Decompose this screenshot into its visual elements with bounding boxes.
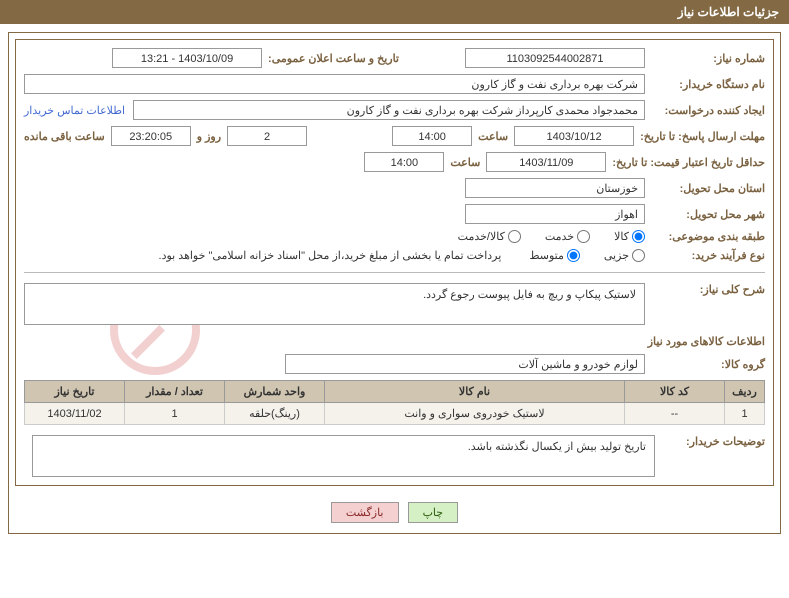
td-code: -- [625,403,725,425]
td-date: 1403/11/02 [25,403,125,425]
label-city: شهر محل تحویل: [645,208,765,221]
th-name: نام کالا [325,381,625,403]
field-announce: 1403/10/09 - 13:21 [112,48,262,68]
row-province: استان محل تحویل: خوزستان [24,178,765,198]
page-wrapper: AriaTender.net جزئیات اطلاعات نیاز شماره… [0,0,789,598]
radio-input-both[interactable] [508,230,521,243]
field-requester: محمدجواد محمدی کارپرداز شرکت بهره برداری… [133,100,645,120]
buyer-note-row: توضیحات خریدار: تاریخ تولید بیش از یکسال… [24,435,765,477]
field-goods-group: لوازم خودرو و ماشین آلات [285,354,645,374]
td-name: لاستیک خودروی سواری و وانت [325,403,625,425]
th-qty: تعداد / مقدار [125,381,225,403]
button-row: چاپ بازگشت [9,492,780,533]
th-row: ردیف [725,381,765,403]
label-desc: شرح کلی نیاز: [645,283,765,296]
print-button[interactable]: چاپ [408,502,459,523]
field-price-valid-date: 1403/11/09 [486,152,606,172]
row-category: طبقه بندی موضوعی: کالا خدمت کالا/خدمت [24,230,765,243]
row-buyer-org: نام دستگاه خریدار: شرکت بهره برداری نفت … [24,74,765,94]
label-goods-group: گروه کالا: [645,358,765,371]
label-hour-1: ساعت [472,130,514,143]
row-req-no: شماره نیاز: 1103092544002871 تاریخ و ساع… [24,48,765,68]
radio-input-medium[interactable] [567,249,580,262]
radio-group-process: جزیی متوسط [529,249,645,262]
radio-group-category: کالا خدمت کالا/خدمت [458,230,645,243]
process-note: پرداخت تمام یا بخشی از مبلغ خرید،از محل … [159,249,510,262]
goods-info-header: اطلاعات کالاهای مورد نیاز [24,335,765,348]
field-remaining-time: 23:20:05 [111,126,191,146]
td-unit: (رینگ)حلقه [225,403,325,425]
row-requester: ایجاد کننده درخواست: محمدجواد محمدی کارپ… [24,100,765,120]
label-price-valid: حداقل تاریخ اعتبار قیمت: تا تاریخ: [606,156,765,169]
label-province: استان محل تحویل: [645,182,765,195]
td-row: 1 [725,403,765,425]
table-header-row: ردیف کد کالا نام کالا واحد شمارش تعداد /… [25,381,765,403]
radio-input-service[interactable] [577,230,590,243]
field-buyer-org: شرکت بهره برداری نفت و گاز کارون [24,74,645,94]
radio-input-minor[interactable] [632,249,645,262]
th-code: کد کالا [625,381,725,403]
page-title: جزئیات اطلاعات نیاز [678,5,779,19]
td-qty: 1 [125,403,225,425]
field-city: اهواز [465,204,645,224]
content-panel: شماره نیاز: 1103092544002871 تاریخ و ساع… [15,39,774,486]
radio-process-minor[interactable]: جزیی [604,249,645,262]
table-row: 1 -- لاستیک خودروی سواری و وانت (رینگ)حل… [25,403,765,425]
radio-input-goods[interactable] [632,230,645,243]
row-city: شهر محل تحویل: اهواز [24,204,765,224]
field-remaining-days: 2 [227,126,307,146]
label-announce: تاریخ و ساعت اعلان عمومی: [262,52,405,65]
row-price-valid: حداقل تاریخ اعتبار قیمت: تا تاریخ: 1403/… [24,152,765,172]
label-hour-2: ساعت [444,156,486,169]
row-process: نوع فرآیند خرید: جزیی متوسط پرداخت تمام … [24,249,765,262]
label-day-and: روز و [191,130,227,143]
label-remaining: ساعت باقی مانده [24,130,111,143]
th-unit: واحد شمارش [225,381,325,403]
label-process: نوع فرآیند خرید: [645,249,765,262]
row-desc: شرح کلی نیاز: لاستیک پیکاپ و ریچ به فایل… [24,283,765,325]
goods-table: ردیف کد کالا نام کالا واحد شمارش تعداد /… [24,380,765,425]
field-buyer-notes: تاریخ تولید بیش از یکسال نگذشته باشد. [32,435,655,477]
radio-category-service[interactable]: خدمت [545,230,590,243]
field-price-valid-time: 14:00 [364,152,444,172]
field-deadline-date: 1403/10/12 [514,126,634,146]
radio-category-goods[interactable]: کالا [614,230,645,243]
label-buyer-notes: توضیحات خریدار: [655,435,765,448]
radio-category-both[interactable]: کالا/خدمت [458,230,521,243]
label-buyer-org: نام دستگاه خریدار: [645,78,765,91]
page-title-bar: جزئیات اطلاعات نیاز [0,0,789,24]
label-req-no: شماره نیاز: [645,52,765,65]
row-goods-group: گروه کالا: لوازم خودرو و ماشین آلات [24,354,765,374]
label-category: طبقه بندی موضوعی: [645,230,765,243]
contact-link[interactable]: اطلاعات تماس خریدار [24,104,125,117]
radio-process-medium[interactable]: متوسط [529,249,580,262]
field-deadline-time: 14:00 [392,126,472,146]
field-req-no: 1103092544002871 [465,48,645,68]
th-date: تاریخ نیاز [25,381,125,403]
outer-border: شماره نیاز: 1103092544002871 تاریخ و ساع… [8,32,781,534]
label-requester: ایجاد کننده درخواست: [645,104,765,117]
field-desc: لاستیک پیکاپ و ریچ به فایل پیوست رجوع گر… [24,283,645,325]
field-province: خوزستان [465,178,645,198]
label-deadline: مهلت ارسال پاسخ: تا تاریخ: [634,130,765,143]
back-button[interactable]: بازگشت [331,502,399,523]
row-deadline: مهلت ارسال پاسخ: تا تاریخ: 1403/10/12 سا… [24,126,765,146]
